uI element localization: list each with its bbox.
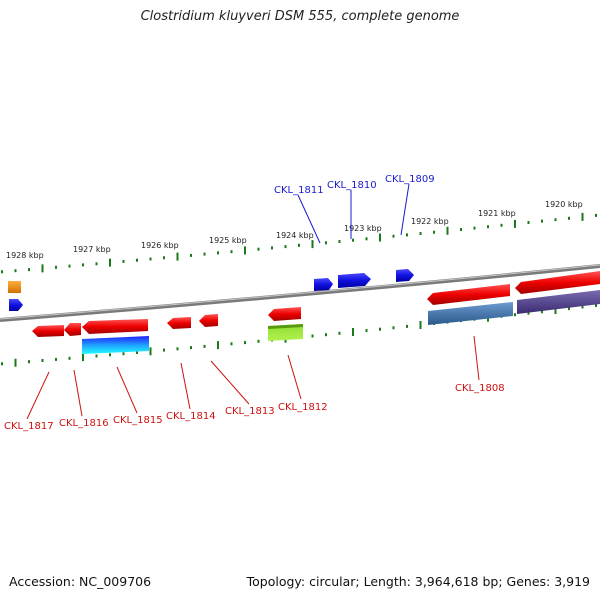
gene-label-bottom[interactable]: CKL_1808 bbox=[455, 383, 505, 394]
feature-bar-lime bbox=[268, 324, 303, 341]
map-title: Clostridium kluyveri DSM 555, complete g… bbox=[140, 9, 460, 24]
gene-red-right[interactable] bbox=[515, 271, 600, 294]
genome-summary: Topology: circular; Length: 3,964,618 bp… bbox=[246, 574, 590, 589]
gene-ckl-1811[interactable] bbox=[314, 278, 333, 291]
leader-line bbox=[116, 366, 138, 414]
scale-label: 1928 kbp bbox=[6, 251, 44, 260]
gene-ckl-1810[interactable] bbox=[338, 273, 371, 288]
scale-label: 1921 kbp bbox=[478, 209, 516, 218]
gene-orange-left[interactable] bbox=[8, 281, 21, 293]
leader-line bbox=[26, 371, 50, 420]
leader-line bbox=[180, 362, 191, 410]
gene-label-bottom[interactable]: CKL_1812 bbox=[278, 402, 328, 413]
scale-label: 1924 kbp bbox=[276, 231, 314, 240]
scale-label: 1920 kbp bbox=[545, 200, 583, 209]
accession-label: Accession: NC_009706 bbox=[9, 574, 152, 589]
gene-label-bottom[interactable]: CKL_1813 bbox=[225, 406, 275, 417]
scale-label: 1922 kbp bbox=[411, 217, 449, 226]
gene-ckl-1814[interactable] bbox=[167, 317, 191, 329]
genome-backbone bbox=[0, 264, 600, 322]
gene-label-top[interactable]: CKL_1810 bbox=[327, 180, 377, 191]
gene-ckl-1813[interactable] bbox=[199, 314, 218, 327]
leader-line bbox=[473, 335, 480, 381]
gene-ckl-1817[interactable] bbox=[32, 325, 64, 337]
feature-bar-gradient bbox=[82, 336, 149, 354]
leader-line bbox=[210, 360, 250, 405]
gene-label-top[interactable]: CKL_1809 bbox=[385, 174, 435, 185]
gene-ckl-1816[interactable] bbox=[64, 323, 81, 336]
gene-label-bottom[interactable]: CKL_1816 bbox=[59, 418, 109, 429]
gene-label-top[interactable]: CKL_1811 bbox=[274, 185, 324, 196]
leader-line bbox=[297, 194, 321, 244]
gene-ckl-1815[interactable] bbox=[82, 319, 148, 334]
gene-label-bottom[interactable]: CKL_1815 bbox=[113, 415, 163, 426]
leader-line bbox=[73, 369, 83, 417]
gene-label-bottom[interactable]: CKL_1814 bbox=[166, 411, 216, 422]
upper-scale-track bbox=[1, 212, 597, 274]
genome-backbone-highlight bbox=[0, 264, 600, 320]
scale-label: 1923 kbp bbox=[344, 224, 382, 233]
scale-label: 1925 kbp bbox=[209, 236, 247, 245]
feature-bar-purple bbox=[517, 290, 600, 314]
gene-blue-left[interactable] bbox=[9, 299, 23, 311]
gene-ckl-1809[interactable] bbox=[396, 269, 414, 282]
leader-line bbox=[287, 354, 302, 400]
gene-label-bottom[interactable]: CKL_1817 bbox=[4, 421, 54, 432]
gene-ckl-1812[interactable] bbox=[268, 307, 301, 321]
gene-ckl-1808[interactable] bbox=[427, 284, 510, 305]
leader-line bbox=[400, 183, 410, 236]
scale-label: 1927 kbp bbox=[73, 245, 111, 254]
scale-label: 1926 kbp bbox=[141, 241, 179, 250]
feature-bar-steel bbox=[428, 302, 513, 325]
